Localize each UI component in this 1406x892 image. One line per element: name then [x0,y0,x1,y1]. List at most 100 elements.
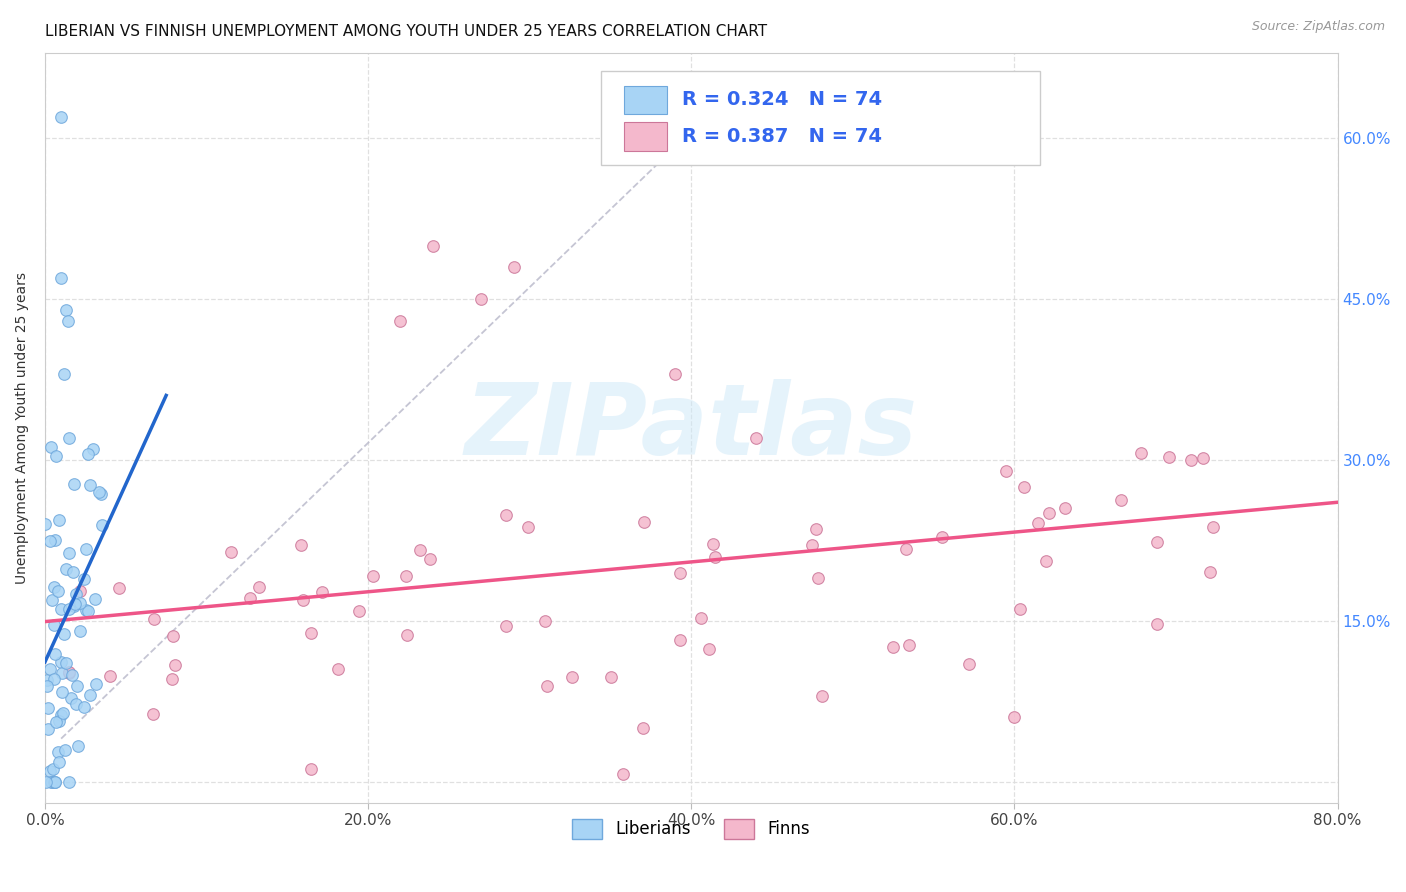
Text: R = 0.324   N = 74: R = 0.324 N = 74 [682,90,883,110]
Point [361,569,384,583]
Point [51,666,73,681]
Point [395,627,418,641]
Point [1109,493,1132,508]
Point [419,552,441,566]
Point [1012,480,1035,494]
Point [49,708,72,723]
Point [75,541,97,556]
Point [39,440,62,454]
Point [162,629,184,643]
Point [142,706,165,721]
Point [48,755,70,769]
Point [39,774,62,789]
Point [75,603,97,617]
Point [69,596,91,610]
Point [1157,450,1180,465]
Point [58,666,80,681]
Point [299,762,322,776]
Point [1026,516,1049,530]
Legend: Liberians, Finns: Liberians, Finns [565,812,817,846]
Point [44,774,66,789]
Point [689,611,711,625]
Point [1202,520,1225,534]
Point [62,565,84,579]
Point [53,743,76,757]
Point [38,764,60,778]
Point [66,679,89,693]
Point [143,611,166,625]
Point [44,533,66,547]
Point [84,592,107,607]
Point [51,684,73,698]
Point [801,538,824,552]
Point [612,767,634,781]
Point [600,670,623,684]
Point [631,721,654,735]
Text: LIBERIAN VS FINNISH UNEMPLOYMENT AMONG YOUTH UNDER 25 YEARS CORRELATION CHART: LIBERIAN VS FINNISH UNEMPLOYMENT AMONG Y… [45,24,768,39]
Point [907,131,929,145]
Point [1035,554,1057,568]
Point [42,774,65,789]
Point [931,530,953,544]
Point [44,774,66,789]
Point [55,656,77,670]
Point [37,701,59,715]
Point [35,774,58,789]
Point [702,537,724,551]
Point [65,587,87,601]
Point [1010,602,1032,616]
Point [299,625,322,640]
Point [52,626,75,640]
FancyBboxPatch shape [600,71,1040,165]
Point [55,562,77,576]
Point [53,367,76,381]
Point [49,270,72,285]
Point [45,714,67,729]
Point [49,110,72,124]
Point [668,633,690,648]
Point [422,238,444,252]
Point [45,449,67,463]
Point [76,604,98,618]
Point [633,515,655,529]
Point [495,618,517,632]
Point [395,569,418,583]
Point [810,689,832,703]
Point [219,545,242,559]
Point [1130,446,1153,460]
Point [52,706,75,721]
Point [37,722,59,736]
Point [41,774,63,789]
Point [311,584,333,599]
Point [1199,566,1222,580]
Text: ZIPatlas: ZIPatlas [465,379,918,476]
FancyBboxPatch shape [624,86,666,114]
Point [42,672,65,686]
Point [49,655,72,669]
Point [1146,616,1168,631]
Point [79,478,101,492]
Point [58,602,80,616]
Point [165,658,187,673]
Point [108,582,131,596]
Point [697,642,720,657]
Point [1146,535,1168,549]
Point [58,665,80,679]
Point [247,581,270,595]
Point [664,367,686,381]
Point [63,599,86,614]
Point [48,714,70,728]
Point [77,447,100,461]
Point [48,583,70,598]
Point [806,522,828,536]
Point [58,774,80,789]
FancyBboxPatch shape [624,122,666,151]
Point [957,657,980,671]
Point [100,669,122,683]
Point [807,571,830,585]
Point [48,746,70,760]
Point [42,580,65,594]
Point [994,465,1017,479]
Point [58,432,80,446]
Point [84,677,107,691]
